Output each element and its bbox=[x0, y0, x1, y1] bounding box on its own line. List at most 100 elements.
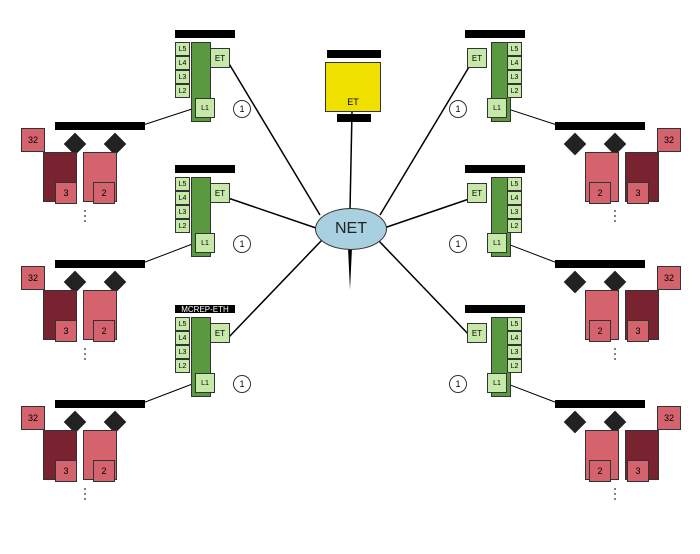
count-badge: 2 bbox=[93, 460, 115, 482]
side-block-label bbox=[55, 122, 145, 130]
mcrep-port: L2 bbox=[507, 84, 522, 98]
edge bbox=[378, 240, 472, 338]
badge-1: 1 bbox=[449, 100, 467, 118]
mcrep-port: L3 bbox=[507, 70, 522, 84]
badge-1: 1 bbox=[449, 235, 467, 253]
count-badge: 2 bbox=[589, 320, 611, 342]
net-hub: NET bbox=[315, 208, 387, 250]
mcrep-port: L3 bbox=[175, 345, 190, 359]
mcrep-et-port: ET bbox=[210, 323, 230, 343]
edge bbox=[380, 62, 472, 215]
mcrep-port-l1: L1 bbox=[487, 98, 507, 118]
diamond-icon bbox=[564, 411, 587, 434]
central-module-et: ET bbox=[347, 97, 359, 107]
side-block: 2332 bbox=[545, 122, 675, 227]
mcrep-port: L5 bbox=[175, 177, 190, 191]
mcrep-port-l1: L1 bbox=[195, 98, 215, 118]
mcrep-et-port: ET bbox=[210, 183, 230, 203]
mcrep-module: L5L4L3L2ETL11 bbox=[175, 175, 235, 265]
side-block: 2332 bbox=[545, 260, 675, 365]
badge-1: 1 bbox=[233, 375, 251, 393]
mcrep-port: L2 bbox=[507, 359, 522, 373]
badge-32: 32 bbox=[657, 406, 681, 430]
mcrep-port: L3 bbox=[175, 70, 190, 84]
count-badge: 2 bbox=[589, 460, 611, 482]
count-badge: 2 bbox=[93, 320, 115, 342]
mcrep-et-port: ET bbox=[467, 48, 487, 68]
mcrep-port-stack: L5L4L3L2 bbox=[175, 177, 190, 233]
mcrep-port-stack: L5L4L3L2 bbox=[507, 42, 522, 98]
diamond-icon bbox=[564, 271, 587, 294]
mcrep-port: L5 bbox=[175, 42, 190, 56]
badge-32: 32 bbox=[21, 128, 45, 152]
mcrep-label bbox=[465, 305, 525, 313]
edge bbox=[228, 240, 322, 338]
side-block-label bbox=[555, 260, 645, 268]
mcrep-module: L5L4L3L2ETL11 bbox=[465, 175, 525, 265]
edge bbox=[228, 62, 320, 215]
badge-1: 1 bbox=[449, 375, 467, 393]
mcrep-port: L3 bbox=[507, 345, 522, 359]
mcrep-port: L5 bbox=[507, 317, 522, 331]
side-block: 3232 bbox=[25, 122, 155, 227]
mcrep-port: L2 bbox=[507, 219, 522, 233]
central-module-label-top bbox=[327, 50, 381, 58]
mcrep-port-stack: L5L4L3L2 bbox=[507, 177, 522, 233]
count-badge: 2 bbox=[589, 182, 611, 204]
badge-1: 1 bbox=[233, 235, 251, 253]
mcrep-port-stack: L5L4L3L2 bbox=[175, 317, 190, 373]
mcrep-port-l1: L1 bbox=[195, 233, 215, 253]
mcrep-port-stack: L5L4L3L2 bbox=[507, 317, 522, 373]
badge-32: 32 bbox=[21, 266, 45, 290]
mcrep-label bbox=[465, 30, 525, 38]
count-badge: 3 bbox=[627, 182, 649, 204]
mcrep-port: L2 bbox=[175, 84, 190, 98]
count-badge: 3 bbox=[627, 460, 649, 482]
mcrep-port: L4 bbox=[175, 56, 190, 70]
count-badge: 2 bbox=[93, 182, 115, 204]
mcrep-port: L3 bbox=[175, 205, 190, 219]
badge-1: 1 bbox=[233, 100, 251, 118]
mcrep-port: L3 bbox=[507, 205, 522, 219]
mcrep-label bbox=[465, 165, 525, 173]
side-block: 3232 bbox=[25, 400, 155, 505]
mcrep-port: L5 bbox=[175, 317, 190, 331]
mcrep-port: L4 bbox=[507, 331, 522, 345]
mcrep-et-port: ET bbox=[210, 48, 230, 68]
badge-32: 32 bbox=[21, 406, 45, 430]
count-badge: 3 bbox=[55, 320, 77, 342]
mcrep-module: MCREP-ETHL5L4L3L2ETL11 bbox=[175, 315, 235, 405]
edge bbox=[384, 198, 472, 228]
side-block: 2332 bbox=[545, 400, 675, 505]
net-hub-label: NET bbox=[335, 220, 367, 238]
edge bbox=[350, 112, 352, 210]
central-module: ET bbox=[325, 62, 381, 112]
mcrep-port-l1: L1 bbox=[195, 373, 215, 393]
side-block-label bbox=[55, 260, 145, 268]
mcrep-port: L4 bbox=[175, 331, 190, 345]
mcrep-port-stack: L5L4L3L2 bbox=[175, 42, 190, 98]
mcrep-port: L4 bbox=[507, 191, 522, 205]
count-badge: 3 bbox=[55, 182, 77, 204]
side-block-label bbox=[55, 400, 145, 408]
diamond-icon bbox=[564, 133, 587, 156]
mcrep-label bbox=[175, 165, 235, 173]
badge-32: 32 bbox=[657, 128, 681, 152]
mcrep-label bbox=[175, 30, 235, 38]
mcrep-port-l1: L1 bbox=[487, 233, 507, 253]
side-block: 3232 bbox=[25, 260, 155, 365]
mcrep-port: L2 bbox=[175, 359, 190, 373]
mcrep-module: L5L4L3L2ETL11 bbox=[465, 315, 525, 405]
mcrep-et-port: ET bbox=[467, 183, 487, 203]
mcrep-port: L2 bbox=[175, 219, 190, 233]
central-module-label-bottom bbox=[337, 114, 371, 122]
count-badge: 3 bbox=[55, 460, 77, 482]
mcrep-et-port: ET bbox=[467, 323, 487, 343]
mcrep-port: L4 bbox=[507, 56, 522, 70]
side-block-label bbox=[555, 122, 645, 130]
mcrep-module: L5L4L3L2ETL11 bbox=[465, 40, 525, 130]
side-block-label bbox=[555, 400, 645, 408]
count-badge: 3 bbox=[627, 320, 649, 342]
mcrep-module: L5L4L3L2ETL11 bbox=[175, 40, 235, 130]
mcrep-port: L5 bbox=[507, 177, 522, 191]
